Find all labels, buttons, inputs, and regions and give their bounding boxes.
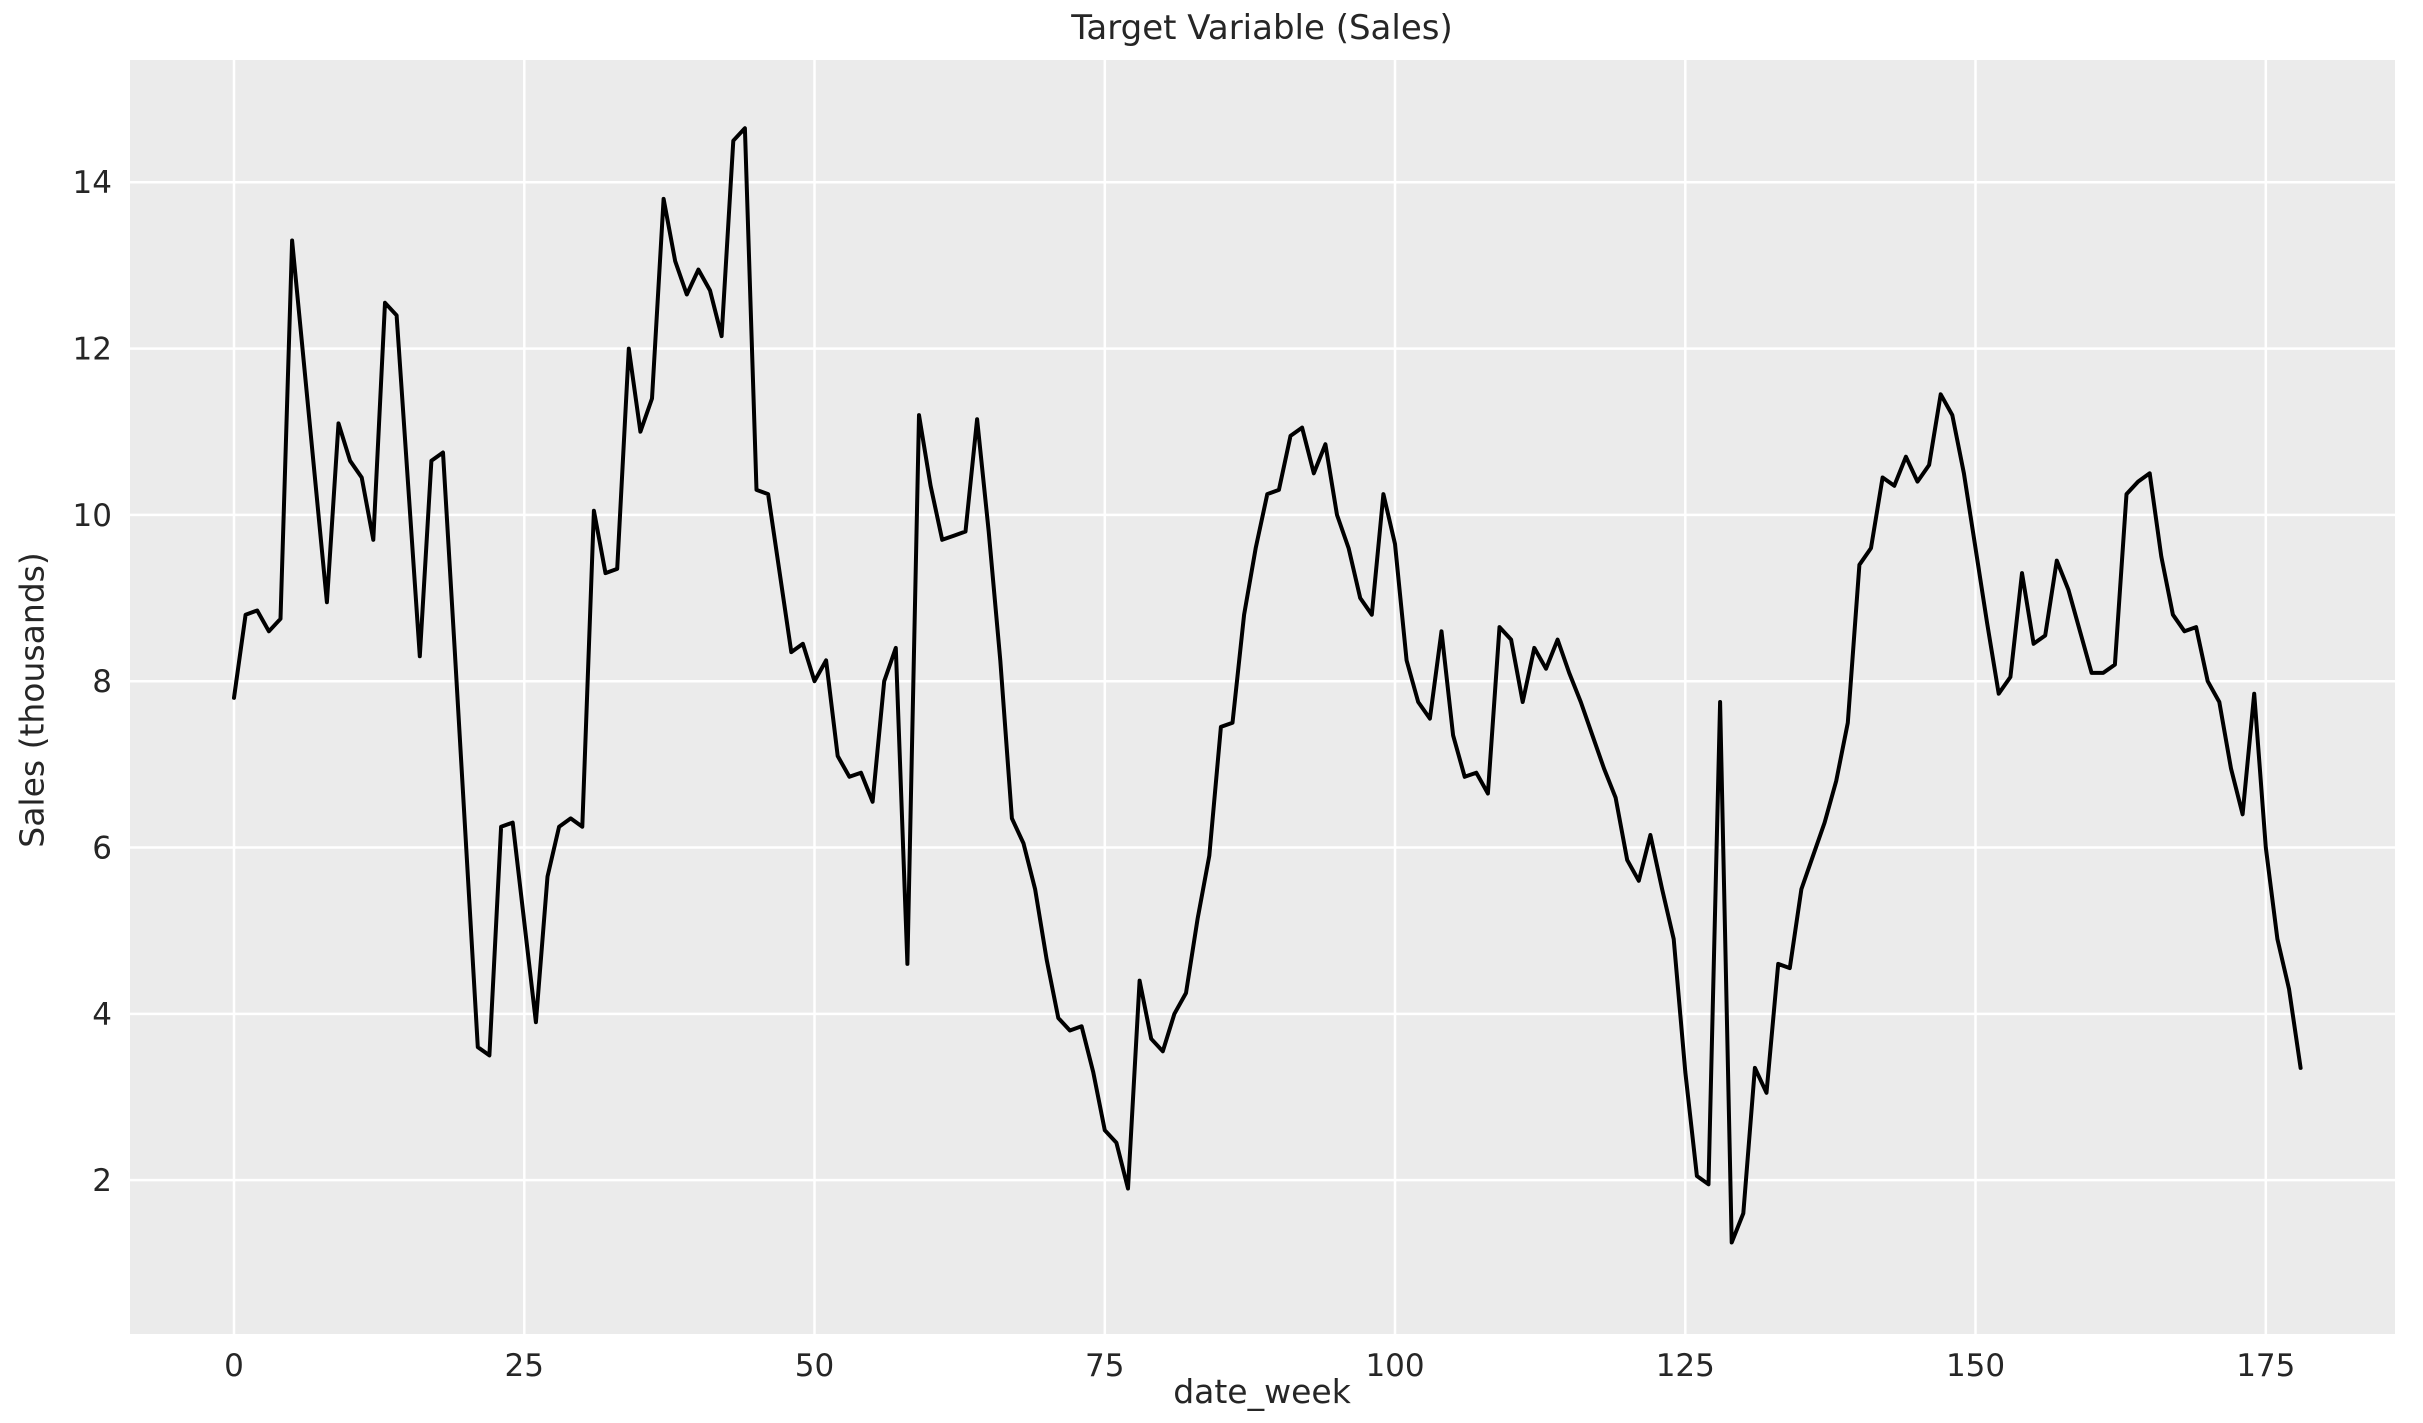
y-tick-label: 12 — [73, 332, 112, 368]
y-tick-label: 2 — [92, 1163, 112, 1199]
x-axis-label: date_week — [1173, 1372, 1351, 1411]
x-tick-label: 50 — [795, 1348, 834, 1384]
y-tick-label: 10 — [73, 498, 112, 534]
x-tick-label: 0 — [224, 1348, 244, 1384]
y-tick-label: 4 — [92, 997, 112, 1033]
x-tick-label: 175 — [2236, 1348, 2295, 1384]
x-tick-label: 75 — [1085, 1348, 1124, 1384]
y-axis-label: Sales (thousands) — [12, 552, 52, 848]
sales-series-line — [232, 126, 2303, 1245]
y-tick-label: 6 — [92, 831, 112, 867]
y-tick-label: 14 — [73, 165, 112, 201]
x-tick-label: 125 — [1656, 1348, 1715, 1384]
x-tick-label: 100 — [1365, 1348, 1424, 1384]
plot-area — [130, 60, 2395, 1334]
chart-title: Target Variable (Sales) — [1071, 8, 1453, 48]
x-tick-label: 25 — [505, 1348, 544, 1384]
x-tick-label: 150 — [1946, 1348, 2005, 1384]
y-tick-label: 8 — [92, 664, 112, 700]
